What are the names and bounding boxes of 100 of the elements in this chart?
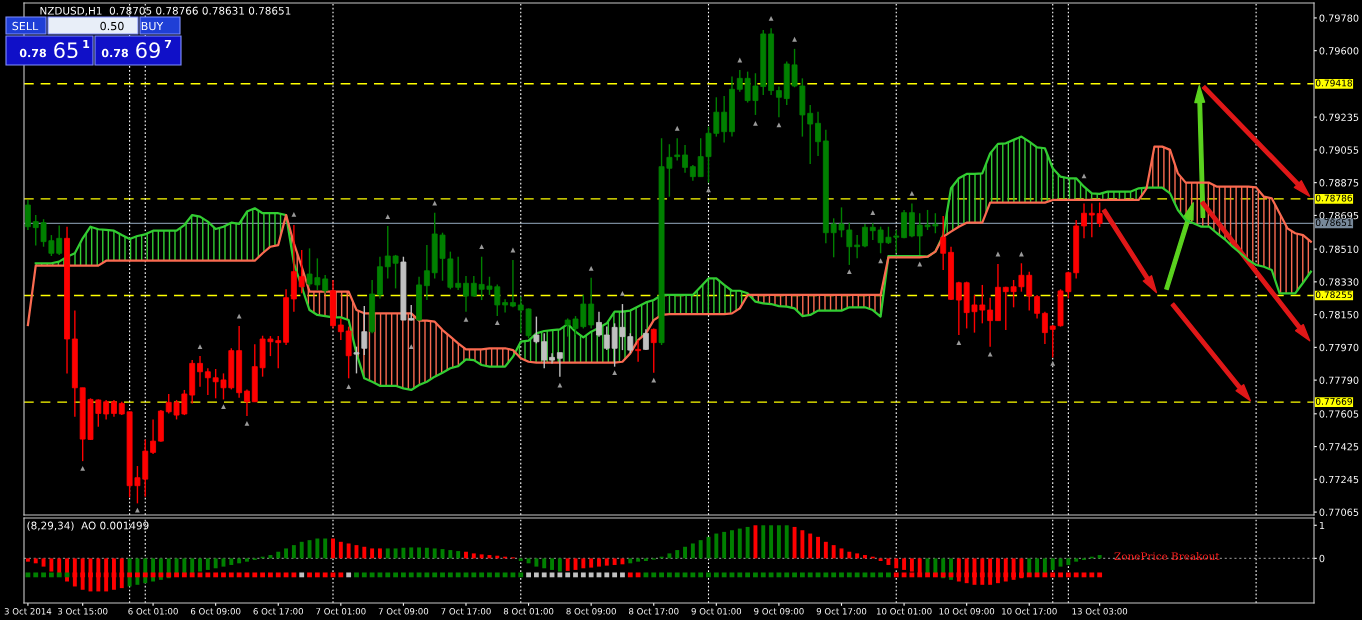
bar (730, 530, 734, 559)
bar (213, 558, 218, 569)
y-tick-label: 0.77790 (1319, 376, 1359, 384)
x-tick-label: 7 Oct 09:00 (378, 608, 429, 615)
candlestick (24, 199, 31, 231)
bar (667, 553, 672, 559)
annotation: 0.50 (100, 21, 124, 31)
ref-line-label: 0.79418 (1315, 79, 1352, 87)
y-tick-label: 0.78330 (1319, 278, 1359, 286)
bar (409, 547, 414, 559)
point (909, 190, 915, 196)
bar (448, 550, 453, 559)
x-tick-label: 3 Oct 15:00 (58, 608, 108, 615)
candlestick (298, 249, 305, 295)
y-tick-label: 0.77605 (1319, 410, 1359, 418)
bar (698, 540, 703, 559)
chart-title: NZDUSD,H1 0.78705 0.78766 0.78631 0.78651 (40, 6, 291, 16)
bar (25, 558, 30, 562)
ref-line-label: 0.78255 (1315, 291, 1352, 299)
x-tick-label: 9 Oct 01:00 (691, 608, 742, 615)
bar (338, 541, 343, 559)
y-tick-label: 0.78695 (1319, 211, 1359, 220)
bar (237, 558, 242, 564)
candlestick (775, 85, 782, 118)
bar (597, 558, 601, 567)
bar (714, 533, 719, 559)
x-tick-label: 8 Oct 17:00 (629, 608, 679, 615)
candlestick (588, 276, 595, 330)
candlestick (103, 399, 110, 421)
x-tick-label: 10 Oct 01:00 (876, 608, 932, 615)
x-tick-label: 7 Oct 17:00 (441, 608, 491, 615)
bar (542, 558, 547, 569)
bar (683, 546, 687, 559)
point (768, 15, 774, 21)
candlestick (353, 345, 360, 375)
candlestick (650, 327, 657, 374)
bar (284, 548, 289, 559)
candlestick (682, 144, 688, 174)
point (651, 377, 657, 383)
point (432, 200, 438, 206)
candlestick (721, 95, 728, 144)
y-tick-label: 0.79055 (1319, 146, 1359, 154)
bar (41, 558, 46, 567)
bar (315, 538, 320, 559)
candlestick (908, 202, 915, 238)
y-tick-label: 0.77425 (1319, 443, 1359, 451)
x-tick-label: 3 Oct 2014 (4, 608, 52, 615)
candlestick (556, 351, 563, 378)
annotation: 1 (83, 39, 90, 49)
annotation: 65 (54, 42, 78, 59)
x-tick-label: 6 Oct 01:00 (128, 608, 178, 615)
bar (823, 541, 828, 559)
bar (816, 536, 820, 559)
annotation: 0.78 (19, 48, 47, 58)
x-tick-label: 7 Oct 01:00 (316, 608, 366, 615)
x-tick-label: 13 Oct 03:00 (1072, 608, 1128, 615)
x-tick-label: 8 Oct 09:00 (566, 608, 616, 615)
candlestick (955, 280, 962, 336)
bar (385, 548, 390, 559)
candlestick (244, 388, 250, 417)
bar (432, 548, 437, 559)
annotation: 0.78 (101, 48, 129, 58)
candlestick (635, 339, 642, 363)
bar (878, 558, 883, 561)
bar (776, 525, 781, 559)
point (463, 316, 469, 322)
bar (620, 558, 625, 565)
point (620, 290, 625, 296)
bar (769, 525, 774, 559)
bar (675, 550, 680, 559)
bar (464, 551, 468, 559)
bar (643, 558, 648, 561)
annotation: 7 (164, 39, 171, 49)
y-tick-label: 1 (1319, 521, 1325, 529)
candlestick (940, 215, 947, 271)
ref-line-label: 0.78786 (1315, 194, 1353, 202)
point (674, 125, 680, 131)
annotation: BUY (141, 21, 164, 31)
bar (526, 558, 531, 564)
candlestick (1034, 294, 1040, 320)
bar (753, 525, 758, 559)
candlestick (463, 275, 469, 313)
candlestick (510, 259, 516, 309)
bar (855, 553, 860, 559)
bar (424, 547, 429, 559)
point (197, 344, 203, 350)
bar (722, 531, 727, 559)
candlestick (204, 367, 211, 396)
bar (604, 558, 609, 566)
y-tick-label: 0.77245 (1319, 475, 1359, 484)
annotation: 69 (136, 42, 160, 59)
point (244, 421, 250, 426)
bar (417, 547, 422, 559)
point (588, 265, 594, 271)
chart-title: (8,29,34) AO 0.001499 (27, 521, 149, 531)
bar (401, 547, 406, 559)
y-tick-label: 0.79600 (1319, 47, 1359, 55)
bar (229, 558, 234, 565)
bar (534, 558, 539, 567)
bar (276, 551, 281, 559)
